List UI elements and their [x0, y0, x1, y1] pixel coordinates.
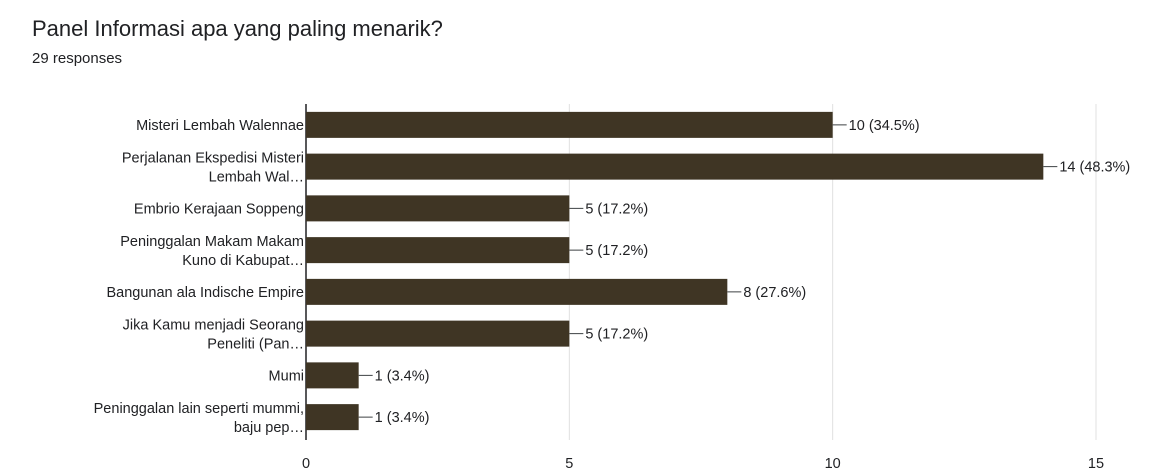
x-tick-label: 10 — [825, 456, 841, 472]
bar — [306, 195, 570, 222]
response-count: 29 responses — [32, 50, 123, 67]
bar — [306, 237, 570, 264]
category-label: Misteri Lembah Walennae — [136, 118, 304, 134]
bar — [306, 404, 359, 431]
bar — [306, 278, 728, 305]
bar — [306, 153, 1044, 180]
x-tick-label: 15 — [1088, 456, 1104, 472]
data-label: 5 (17.2%) — [585, 327, 648, 343]
category-label: Bangunan ala Indische Empire — [107, 285, 305, 301]
data-label: 5 (17.2%) — [585, 201, 648, 217]
data-label: 8 (27.6%) — [743, 285, 806, 301]
category-label: Peninggalan lain seperti mummi, baju pep… — [94, 401, 304, 436]
bar — [306, 320, 570, 347]
category-label: Perjalanan Ekspedisi Misteri Lembah Wal… — [122, 151, 304, 186]
bar — [306, 111, 833, 138]
category-label: Embrio Kerajaan Soppeng — [134, 201, 304, 217]
data-label: 1 (3.4%) — [375, 410, 430, 426]
x-tick-label: 0 — [302, 456, 310, 472]
data-label: 5 (17.2%) — [585, 243, 648, 259]
category-label: Mumi — [269, 368, 304, 384]
bar — [306, 362, 359, 389]
category-label: Peninggalan Makam Makam Kuno di Kabupat… — [120, 234, 304, 269]
data-label: 14 (48.3%) — [1059, 160, 1130, 176]
data-label: 10 (34.5%) — [849, 118, 920, 134]
chart-title: Panel Informasi apa yang paling menarik? — [32, 16, 443, 41]
category-label: Jika Kamu menjadi Seorang Peneliti (Pan… — [123, 318, 304, 353]
x-tick-label: 5 — [565, 456, 573, 472]
data-label: 1 (3.4%) — [375, 368, 430, 384]
